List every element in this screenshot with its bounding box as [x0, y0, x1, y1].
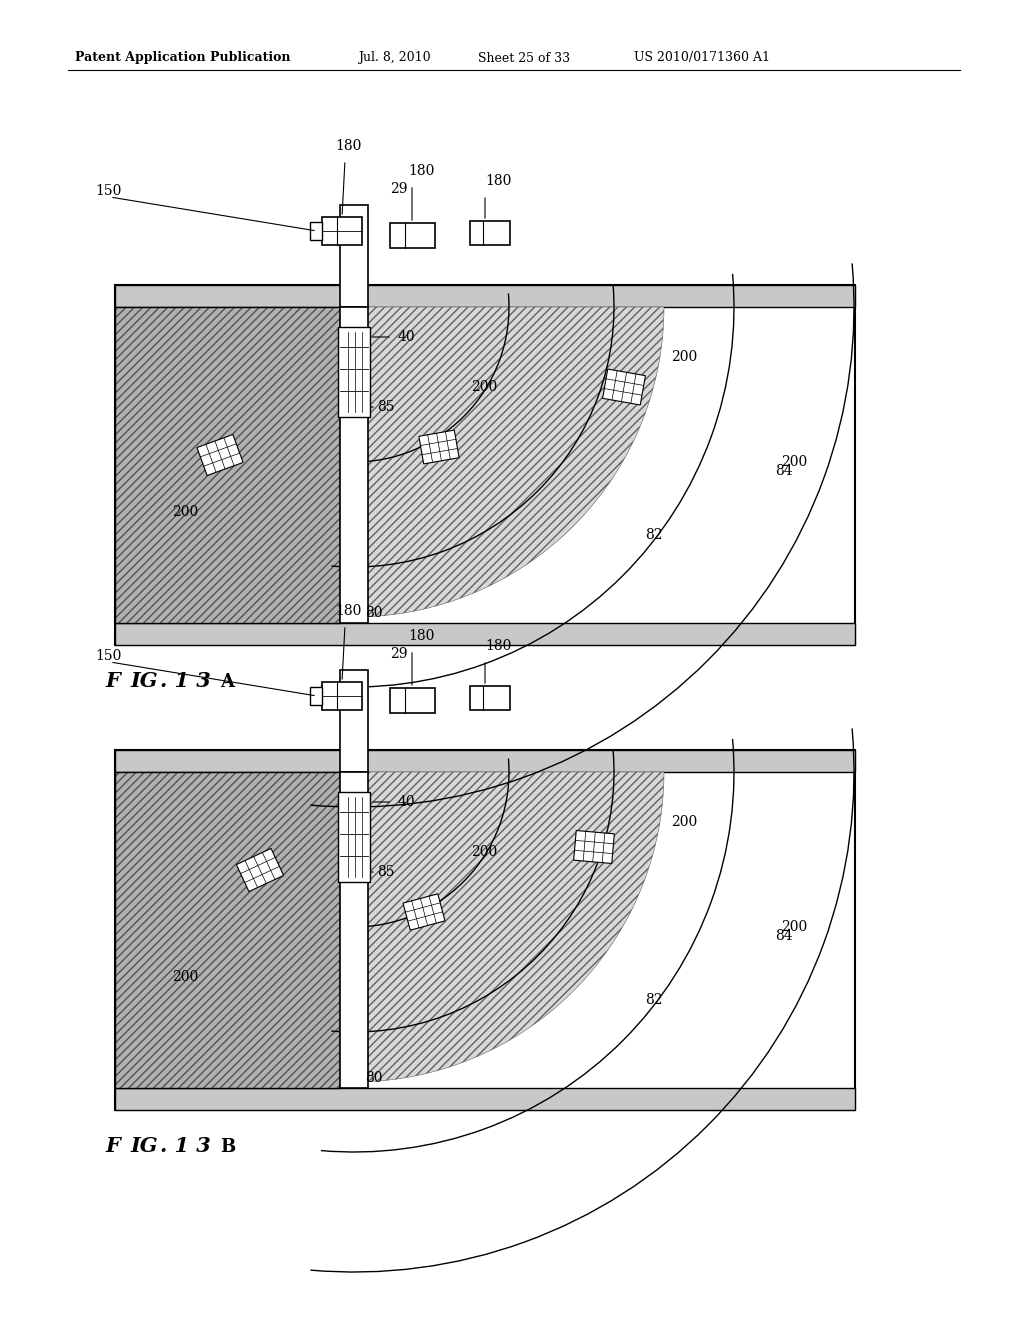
Bar [115, 750, 855, 1110]
Text: . 1 3: . 1 3 [160, 671, 211, 690]
Text: 29: 29 [390, 182, 408, 195]
Text: 80: 80 [366, 1071, 383, 1085]
Text: 84: 84 [775, 465, 793, 478]
Bar [338, 792, 370, 882]
Polygon shape [237, 849, 284, 891]
Text: IG: IG [130, 1137, 158, 1156]
Text: 29: 29 [390, 647, 408, 661]
Text: 40: 40 [397, 795, 415, 809]
Text: 200: 200 [671, 350, 697, 364]
Polygon shape [403, 894, 445, 931]
Text: 180: 180 [408, 630, 434, 643]
Text: 180: 180 [485, 639, 511, 653]
Bar [115, 1088, 855, 1110]
Text: 200: 200 [471, 845, 497, 859]
Bar [340, 308, 368, 623]
Bar [115, 1088, 855, 1110]
Bar [340, 671, 368, 772]
Polygon shape [197, 434, 243, 475]
Text: 84: 84 [775, 929, 793, 944]
Bar [390, 223, 435, 248]
Bar [115, 750, 855, 772]
Text: 150: 150 [95, 649, 122, 663]
Bar [115, 750, 855, 772]
Bar [322, 682, 362, 710]
Text: 200: 200 [172, 970, 198, 985]
Polygon shape [354, 308, 664, 616]
Text: 85: 85 [377, 400, 394, 414]
Bar [115, 623, 855, 645]
Text: 180: 180 [485, 174, 511, 187]
Polygon shape [115, 308, 340, 623]
Bar [115, 623, 855, 645]
Text: 180: 180 [408, 164, 434, 178]
Text: 200: 200 [781, 455, 807, 469]
Text: F: F [105, 671, 120, 690]
Bar [338, 327, 370, 417]
Text: 180: 180 [335, 139, 361, 153]
Text: IG: IG [130, 671, 158, 690]
Text: 150: 150 [95, 183, 122, 198]
Text: 82: 82 [645, 993, 663, 1007]
Text: A: A [220, 673, 234, 690]
Bar [340, 772, 368, 1088]
Bar [390, 688, 435, 713]
Text: 82: 82 [645, 528, 663, 541]
Bar [115, 285, 855, 308]
Text: . 1 3: . 1 3 [160, 1137, 211, 1156]
Text: 200: 200 [781, 920, 807, 935]
Text: Jul. 8, 2010: Jul. 8, 2010 [358, 51, 431, 65]
Text: 180: 180 [335, 605, 361, 618]
Text: F: F [105, 1137, 120, 1156]
Polygon shape [419, 430, 459, 463]
Text: US 2010/0171360 A1: US 2010/0171360 A1 [634, 51, 770, 65]
Text: 85: 85 [377, 865, 394, 879]
Bar [340, 205, 368, 308]
Polygon shape [115, 772, 340, 1088]
Text: B: B [220, 1138, 236, 1156]
Bar [322, 216, 362, 246]
Bar [470, 686, 510, 710]
Text: Patent Application Publication: Patent Application Publication [75, 51, 291, 65]
Text: 200: 200 [471, 380, 497, 393]
Polygon shape [573, 830, 614, 863]
Text: 80: 80 [366, 606, 383, 620]
Text: Sheet 25 of 33: Sheet 25 of 33 [478, 51, 570, 65]
Text: 40: 40 [397, 330, 415, 345]
Bar [310, 222, 322, 240]
Text: 200: 200 [671, 814, 697, 829]
Text: 200: 200 [172, 506, 198, 519]
Bar [115, 285, 855, 308]
Bar [470, 220, 510, 246]
Polygon shape [354, 772, 664, 1082]
Polygon shape [602, 370, 645, 405]
Bar [310, 686, 322, 705]
Bar [115, 285, 855, 645]
